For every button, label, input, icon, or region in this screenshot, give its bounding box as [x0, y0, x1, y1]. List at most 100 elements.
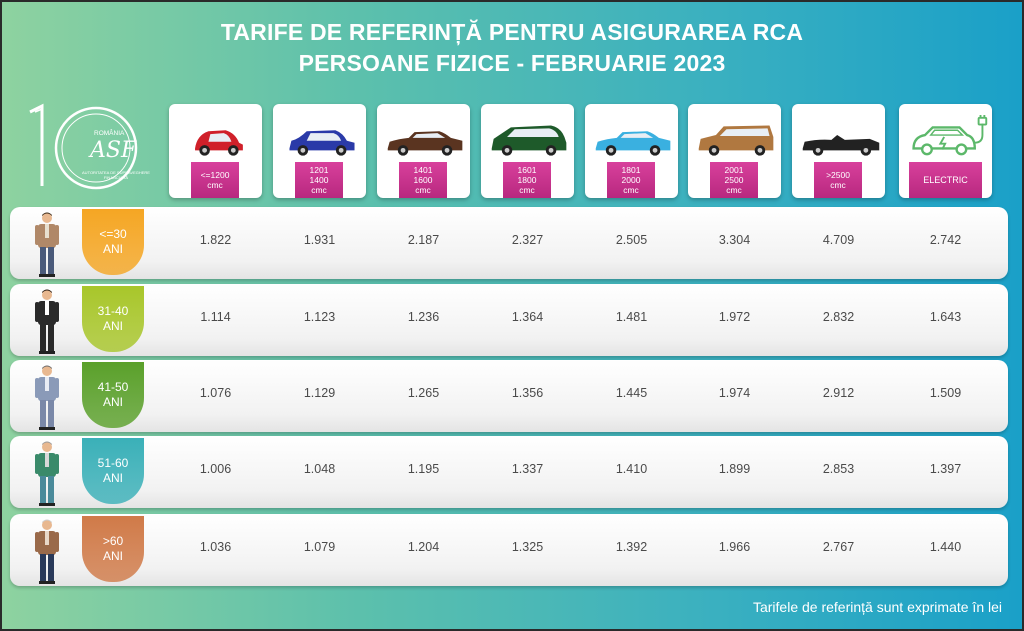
engine-capacity-label: 1201 1400 cmc [295, 162, 343, 198]
logo-top-text: ROMÂNIA [94, 130, 125, 137]
engine-capacity-line: cmc [415, 185, 431, 195]
table-row: 41-50 ANI 1.076 1.129 1.265 1.356 1.445 1.974 2.… [10, 360, 1008, 432]
tariff-value: 1.079 [303, 540, 336, 554]
tariff-value: 1.123 [303, 310, 336, 324]
age-group-line: 51-60 [97, 456, 129, 470]
age-group-line: 41-50 [97, 380, 129, 394]
tariff-value: 1.129 [303, 386, 336, 400]
engine-capacity-line: 2500 [724, 175, 744, 185]
asf-logo: 10 ROMÂNIA ASF AUTORITATEA DE SUPRAVEGHE… [24, 102, 164, 194]
category-card: 1201 1400 cmc [273, 104, 366, 198]
age-group-line: <=30 [99, 227, 127, 241]
engine-capacity-line: 2001 [724, 165, 744, 175]
tariff-value: 1.265 [407, 386, 440, 400]
table-row: 31-40 ANI 1.114 1.123 1.236 1.364 1.481 1.972 2.… [10, 284, 1008, 356]
category-card: 2001 2500 cmc [688, 104, 781, 198]
tariff-value: 1.899 [718, 462, 751, 476]
tariff-value: 2.853 [822, 462, 855, 476]
tariff-value: 1.337 [511, 462, 544, 476]
engine-capacity-line: 1401 [413, 165, 433, 175]
engine-capacity-line: 1600 [413, 175, 433, 185]
engine-capacity-line: 1400 [309, 175, 329, 185]
tariff-value: 1.509 [929, 386, 962, 400]
tariff-value: 1.076 [199, 386, 232, 400]
engine-capacity-line: <=1200 [200, 170, 230, 180]
age-group-badge: 31-40 ANI [82, 286, 144, 352]
table-row: >60 ANI 1.036 1.079 1.204 1.325 1.392 1.966 2.76… [10, 514, 1008, 586]
engine-capacity-line: cmc [726, 185, 742, 195]
engine-capacity-label: 1801 2000 cmc [607, 162, 655, 198]
category-card: 1401 1600 cmc [377, 104, 470, 198]
engine-capacity-line: 1800 [517, 175, 537, 185]
engine-capacity-label: ELECTRIC [909, 162, 982, 198]
tariff-value: 2.742 [929, 233, 962, 247]
tariff-value: 1.325 [511, 540, 544, 554]
tariff-value: 1.445 [615, 386, 648, 400]
age-group-line: ANI [102, 242, 123, 256]
table-row: 51-60 ANI 1.006 1.048 1.195 1.337 1.410 1.899 2.… [10, 436, 1008, 508]
tariff-value: 1.236 [407, 310, 440, 324]
person-icon [32, 440, 62, 508]
tariff-value: 2.505 [615, 233, 648, 247]
tariff-value: 1.974 [718, 386, 751, 400]
age-group-badge: 41-50 ANI [82, 362, 144, 428]
engine-capacity-line: 1801 [621, 165, 641, 175]
tariff-value: 1.972 [718, 310, 751, 324]
category-card: ELECTRIC [899, 104, 992, 198]
person-icon [32, 518, 62, 586]
tariff-value: 1.410 [615, 462, 648, 476]
engine-capacity-label: 1401 1600 cmc [399, 162, 447, 198]
engine-capacity-label: 2001 2500 cmc [710, 162, 758, 198]
engine-capacity-label: 1601 1800 cmc [503, 162, 551, 198]
tariff-value: 1.643 [929, 310, 962, 324]
tariff-value: 2.912 [822, 386, 855, 400]
tariff-value: 1.481 [615, 310, 648, 324]
engine-capacity-label: >2500 cmc [814, 162, 862, 198]
category-card: 1601 1800 cmc [481, 104, 574, 198]
person-icon [32, 211, 62, 279]
engine-capacity-line: 2000 [621, 175, 641, 185]
engine-capacity-label: <=1200 cmc [191, 162, 239, 198]
age-group-line: ANI [102, 395, 123, 409]
tariff-value: 1.195 [407, 462, 440, 476]
engine-capacity-line: cmc [519, 185, 535, 195]
tariff-value: 1.006 [199, 462, 232, 476]
age-group-line: >60 [102, 534, 124, 548]
tariff-value: 2.832 [822, 310, 855, 324]
logo-initials: ASF [90, 138, 137, 163]
engine-capacity-line: >2500 [826, 170, 850, 180]
engine-capacity-line: cmc [623, 185, 639, 195]
age-group-badge: >60 ANI [82, 516, 144, 582]
age-group-line: ANI [102, 471, 123, 485]
age-group-line: ANI [102, 319, 123, 333]
engine-capacity-line: cmc [830, 180, 846, 190]
tariff-value: 1.048 [303, 462, 336, 476]
tariff-value: 1.204 [407, 540, 440, 554]
tariff-value: 1.356 [511, 386, 544, 400]
age-group-line: 31-40 [97, 304, 129, 318]
tariff-value: 1.966 [718, 540, 751, 554]
footnote: Tarifele de referință sunt exprimate în … [752, 599, 1002, 615]
tariff-value: 1.364 [511, 310, 544, 324]
engine-capacity-line: ELECTRIC [923, 175, 968, 185]
tariff-value: 2.767 [822, 540, 855, 554]
category-card: <=1200 cmc [169, 104, 262, 198]
engine-capacity-line: 1201 [309, 165, 329, 175]
tariff-value: 1.931 [303, 233, 336, 247]
category-card: >2500 cmc [792, 104, 885, 198]
person-icon [32, 364, 62, 432]
engine-capacity-line: 1601 [517, 165, 537, 175]
engine-capacity-line: cmc [311, 185, 327, 195]
tariff-value: 2.187 [407, 233, 440, 247]
tariff-value: 3.304 [718, 233, 751, 247]
age-group-badge: <=30 ANI [82, 209, 144, 275]
tariff-value: 1.392 [615, 540, 648, 554]
tariff-value: 1.397 [929, 462, 962, 476]
tariff-value: 4.709 [822, 233, 855, 247]
table-row: <=30 ANI 1.822 1.931 2.187 2.327 2.505 3.304 4.7… [10, 207, 1008, 279]
age-group-badge: 51-60 ANI [82, 438, 144, 504]
title-line-1: TARIFE DE REFERINȚĂ PENTRU ASIGURAREA RC… [220, 19, 804, 45]
tariff-value: 1.036 [199, 540, 232, 554]
person-icon [32, 288, 62, 356]
